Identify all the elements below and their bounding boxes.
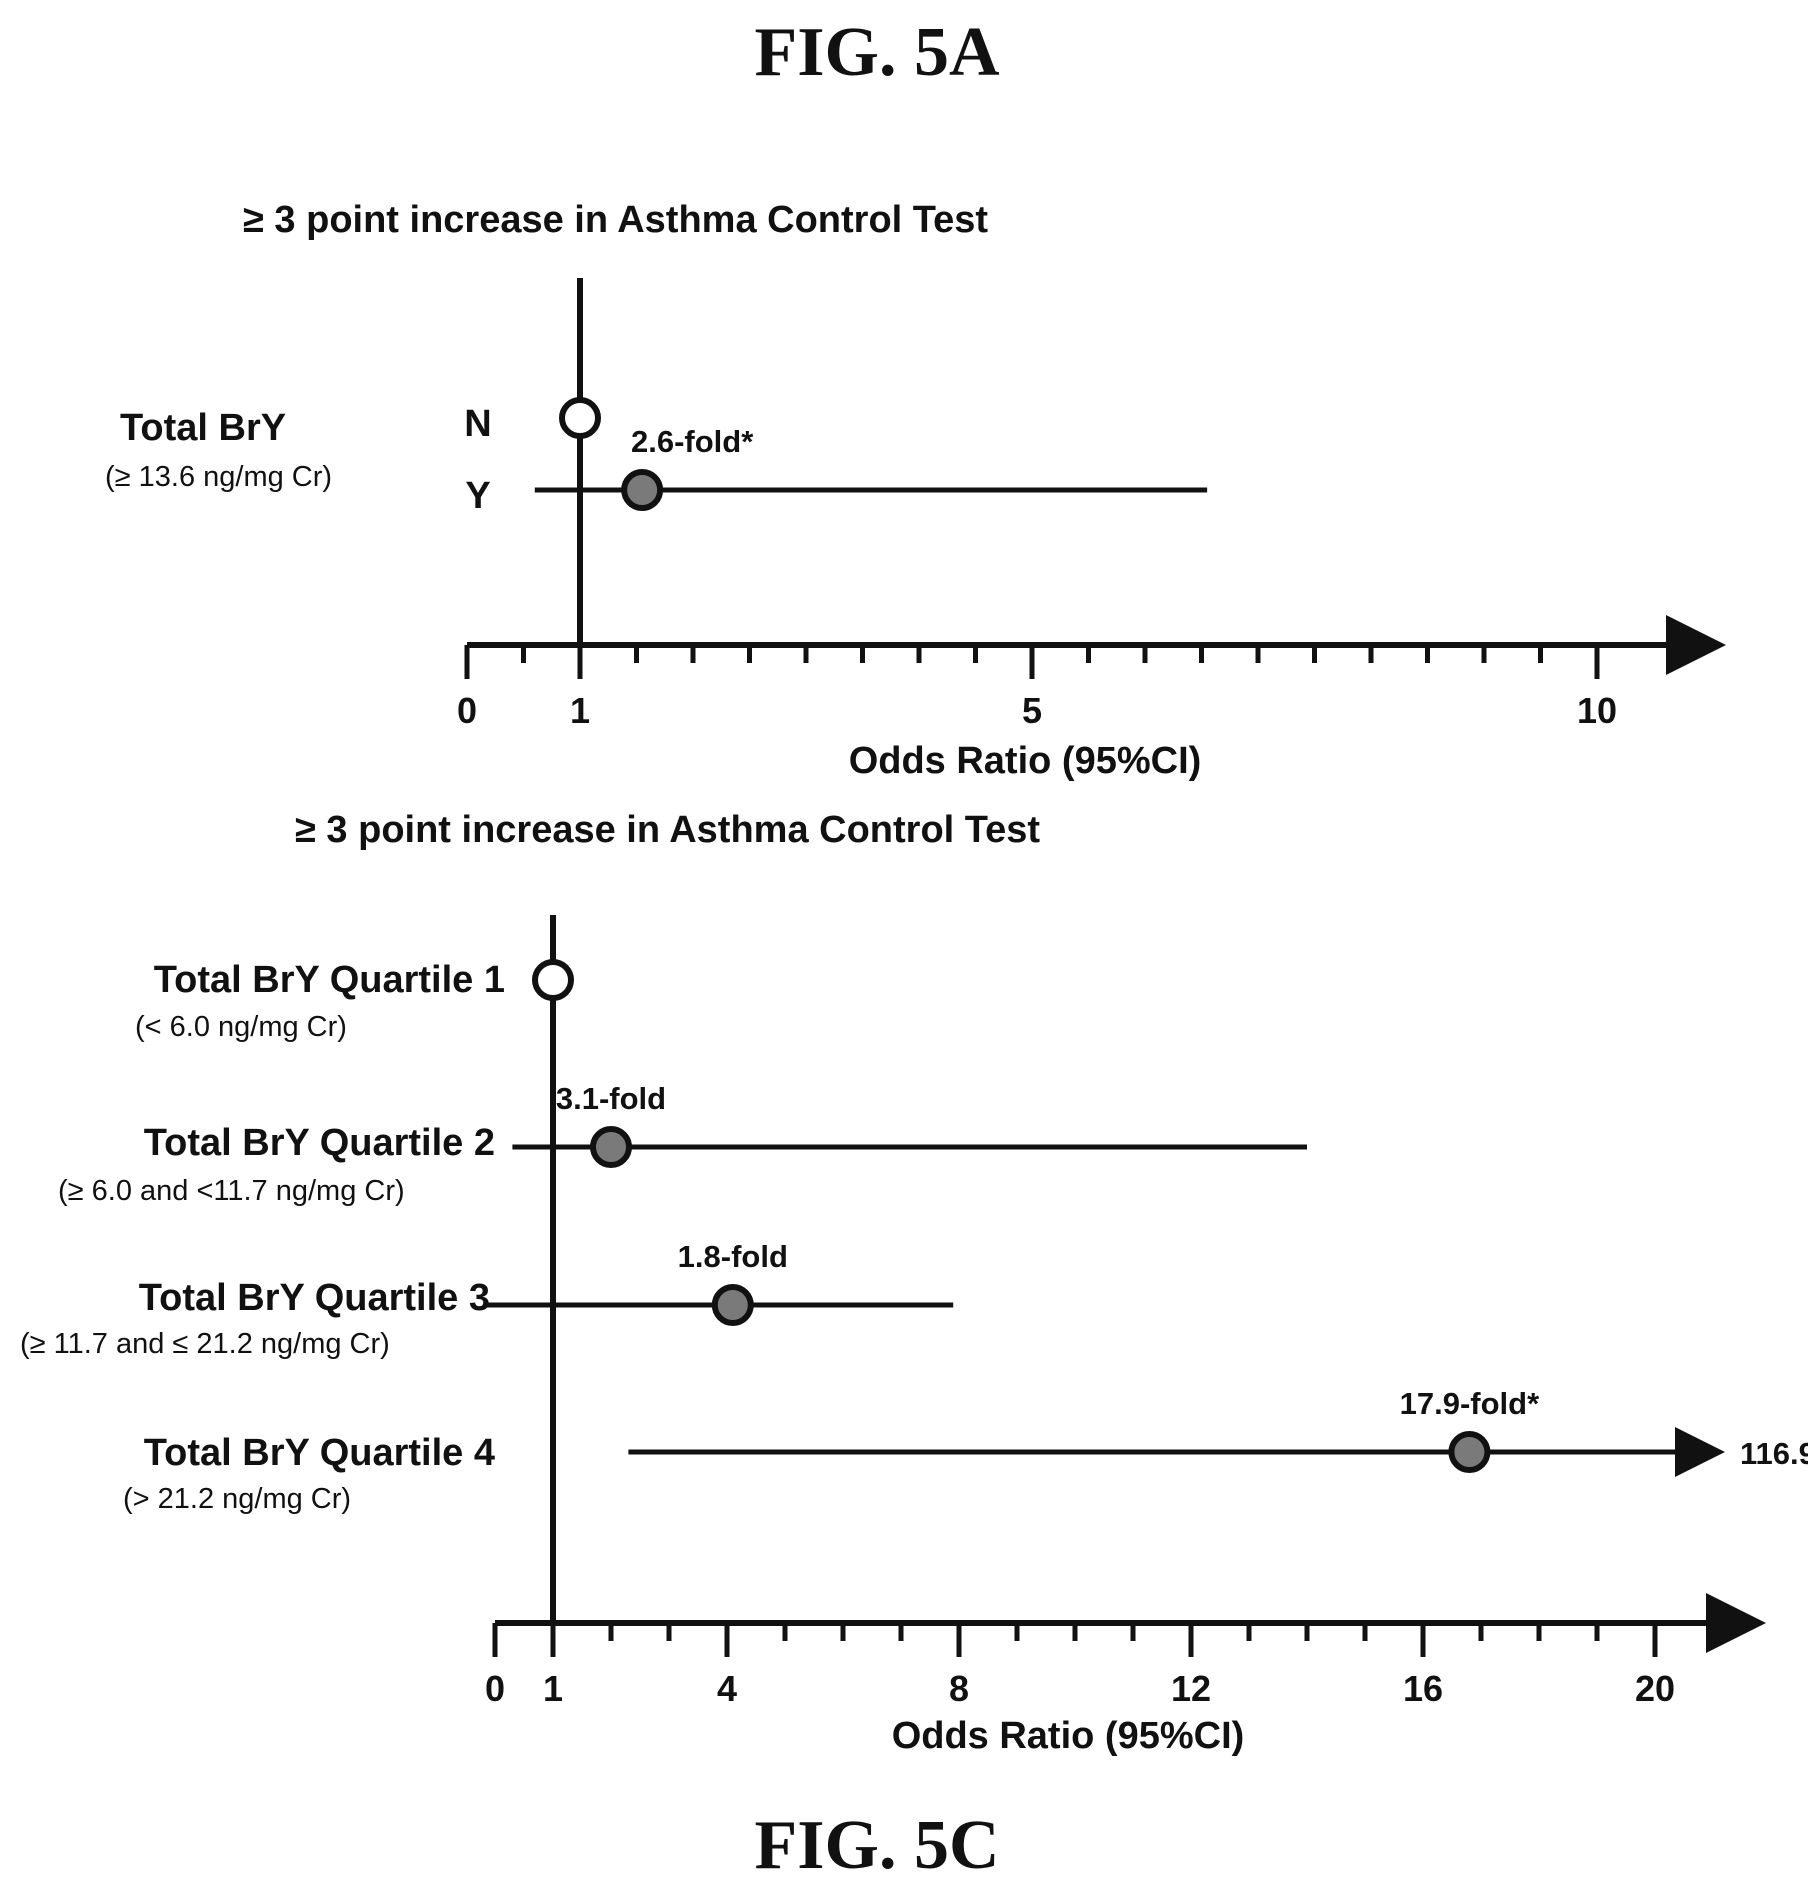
- x-tick-label: 5: [1022, 690, 1042, 731]
- forest-plot-5a: ≥ 3 point increase in Asthma Control Tes…: [105, 199, 1726, 782]
- row-label-quartile-1: Total BrY Quartile 1: [154, 959, 505, 1001]
- x-tick-label: 1: [570, 690, 590, 731]
- chart-title: ≥ 3 point increase in Asthma Control Tes…: [295, 809, 1040, 851]
- x-axis-label: Odds Ratio (95%CI): [849, 740, 1202, 782]
- odds-ratio-point: [621, 469, 664, 511]
- ci-upper-label: 116.9: [1740, 1436, 1808, 1471]
- chart-title: ≥ 3 point increase in Asthma Control Tes…: [243, 199, 988, 241]
- fold-label: 2.6-fold*: [631, 424, 754, 459]
- row-label-quartile-4: Total BrY Quartile 4: [144, 1432, 495, 1474]
- fold-label: 17.9-fold*: [1400, 1386, 1540, 1421]
- x-tick-label: 4: [717, 1668, 737, 1709]
- x-tick-label: 10: [1577, 690, 1617, 731]
- x-axis-label: Odds Ratio (95%CI): [892, 1715, 1245, 1757]
- reference-point: [559, 397, 601, 439]
- fold-label: 3.1-fold: [556, 1081, 666, 1116]
- reference-point: [532, 959, 574, 1001]
- row-label: Total BrY: [120, 407, 286, 449]
- group-label: Y: [465, 475, 490, 517]
- row-label-quartile-3: Total BrY Quartile 3: [139, 1277, 490, 1319]
- group-label: N: [464, 403, 491, 445]
- odds-ratio-point: [590, 1126, 632, 1168]
- figure-title-top: FIG. 5A: [755, 14, 1000, 91]
- row-label-quartile-2: Total BrY Quartile 2: [144, 1122, 495, 1164]
- row-sublabel-quartile-4: (> 21.2 ng/mg Cr): [123, 1483, 351, 1515]
- x-tick-label: 20: [1635, 1668, 1675, 1709]
- row-sublabel-quartile-3: (≥ 11.7 and ≤ 21.2 ng/mg Cr): [20, 1328, 390, 1360]
- forest-plot-5c: ≥ 3 point increase in Asthma Control Tes…: [20, 809, 1808, 1757]
- x-tick-label: 0: [457, 690, 477, 731]
- odds-ratio-point: [711, 1284, 754, 1326]
- x-tick-label: 12: [1171, 1668, 1211, 1709]
- fold-label: 1.8-fold: [678, 1239, 788, 1274]
- figure-title-bottom: FIG. 5C: [755, 1807, 1000, 1878]
- row-sublabel: (≥ 13.6 ng/mg Cr): [105, 461, 332, 493]
- row-sublabel-quartile-2: (≥ 6.0 and <11.7 ng/mg Cr): [58, 1175, 405, 1207]
- x-tick-label: 0: [485, 1668, 505, 1709]
- row-sublabel-quartile-1: (< 6.0 ng/mg Cr): [135, 1011, 347, 1043]
- x-tick-label: 16: [1403, 1668, 1443, 1709]
- odds-ratio-point: [1448, 1431, 1491, 1473]
- x-tick-label: 8: [949, 1668, 969, 1709]
- x-tick-label: 1: [543, 1668, 563, 1709]
